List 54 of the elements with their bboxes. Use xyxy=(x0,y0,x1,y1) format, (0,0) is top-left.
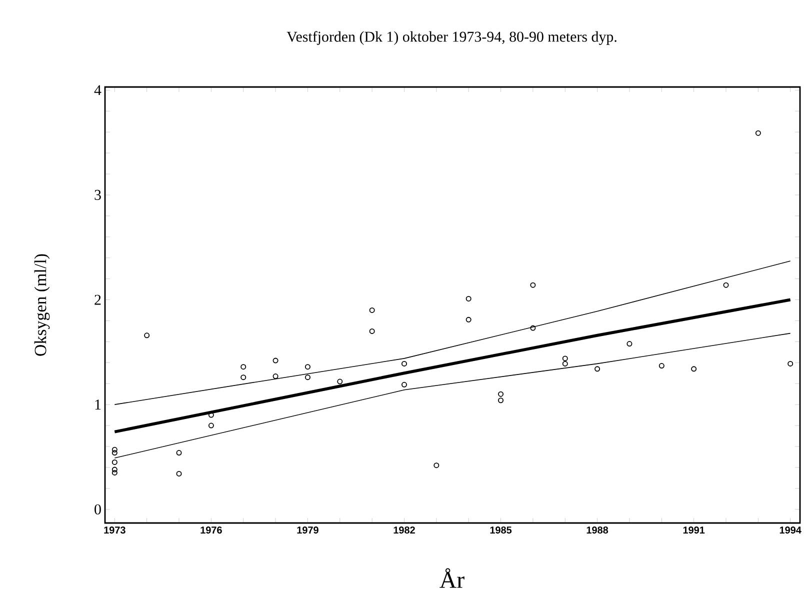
point xyxy=(498,398,504,404)
point xyxy=(562,356,568,362)
x-tick-label: 1985 xyxy=(490,526,512,534)
point xyxy=(240,374,246,380)
point xyxy=(208,422,214,428)
point xyxy=(691,366,697,372)
point xyxy=(401,360,407,366)
y-axis-title: Oksygen (ml/l) xyxy=(34,254,50,356)
x-tick-label: 1994 xyxy=(780,526,802,534)
point xyxy=(466,296,472,302)
y-tick-label: 0 xyxy=(94,504,101,514)
point xyxy=(562,360,568,366)
x-tick-label: 1991 xyxy=(683,526,705,534)
point xyxy=(723,282,729,288)
point xyxy=(304,374,310,380)
x-tick-label: 1988 xyxy=(586,526,608,534)
point xyxy=(112,446,118,452)
x-tick-label: 1973 xyxy=(104,526,126,534)
y-tick-label: 4 xyxy=(94,85,102,96)
point xyxy=(144,332,150,338)
chart-title: Vestfjorden (Dk 1) oktober 1973-94, 80-90 meters dyp. xyxy=(286,31,616,45)
y-tick-label: 2 xyxy=(94,294,101,305)
point xyxy=(112,459,118,465)
point xyxy=(498,391,504,397)
x-tick-label: 1976 xyxy=(200,526,222,534)
y-tick-label: 3 xyxy=(94,190,101,200)
point xyxy=(272,374,278,380)
point xyxy=(337,378,343,384)
point xyxy=(176,450,182,456)
x-axis-title: År xyxy=(440,568,464,588)
point xyxy=(626,341,632,347)
point xyxy=(466,316,472,322)
x-tick-label: 1982 xyxy=(394,526,415,534)
point xyxy=(401,382,407,388)
point xyxy=(112,470,118,476)
point xyxy=(755,130,761,136)
y-tick-label: 1 xyxy=(95,400,101,410)
point xyxy=(369,328,375,334)
point xyxy=(658,363,664,369)
line-series xyxy=(113,298,792,434)
x-tick-label: 1979 xyxy=(297,526,318,534)
point xyxy=(369,307,375,313)
line-series xyxy=(114,260,791,405)
point xyxy=(112,466,118,472)
point xyxy=(112,450,118,456)
point xyxy=(788,360,794,366)
point xyxy=(594,366,600,372)
point xyxy=(304,364,310,370)
point xyxy=(272,358,278,364)
point xyxy=(176,470,182,476)
point xyxy=(530,282,536,288)
point xyxy=(434,462,440,468)
point xyxy=(530,325,536,331)
point xyxy=(240,364,246,370)
